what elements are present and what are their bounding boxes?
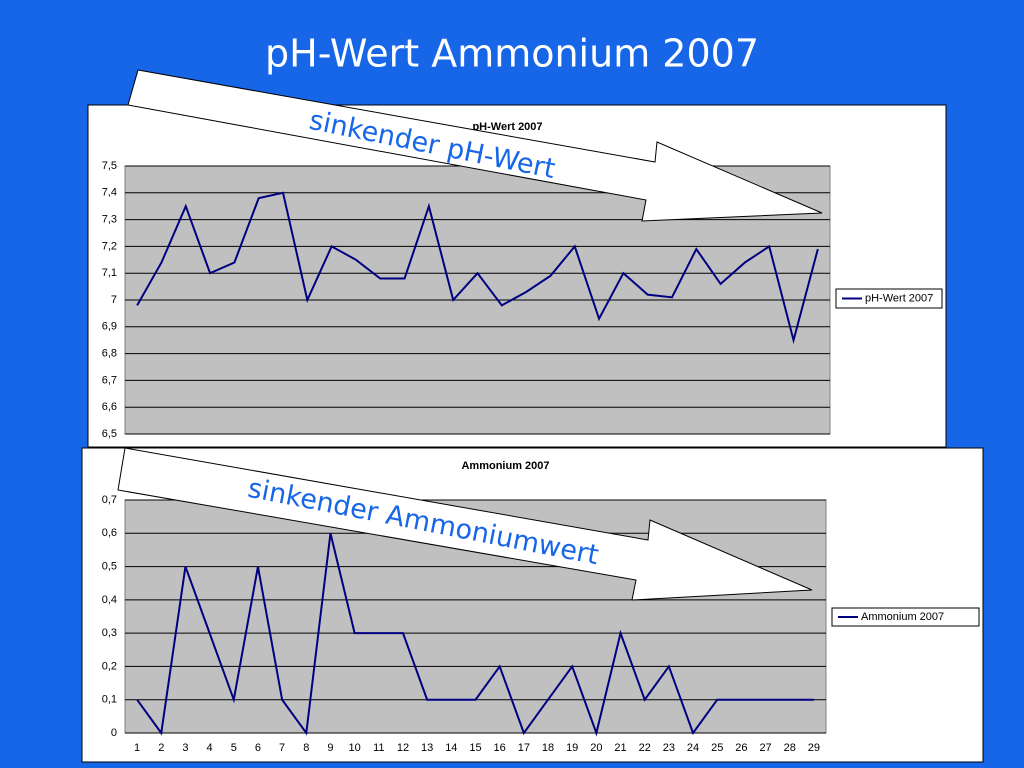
data-line bbox=[136, 533, 814, 737]
x-tick-label: 1 bbox=[134, 742, 140, 754]
y-tick-label: 0,5 bbox=[102, 560, 117, 572]
x-tick-label: 27 bbox=[759, 742, 771, 754]
y-tick-label: 0,6 bbox=[102, 527, 117, 539]
y-tick-label: 7 bbox=[111, 294, 117, 306]
data-line bbox=[136, 191, 819, 345]
x-tick-label: 8 bbox=[303, 742, 309, 754]
y-tick-label: 0,7 bbox=[102, 494, 117, 506]
x-tick-label: 16 bbox=[494, 742, 506, 754]
legend bbox=[835, 288, 943, 309]
y-tick-label: 6,9 bbox=[102, 321, 117, 333]
x-tick-label: 23 bbox=[663, 742, 675, 754]
x-tick-label: 26 bbox=[735, 742, 747, 754]
arrow-shape bbox=[127, 69, 823, 222]
x-tick-label: 5 bbox=[231, 742, 237, 754]
y-tick-label: 0,2 bbox=[102, 660, 117, 672]
x-tick-label: 3 bbox=[182, 742, 188, 754]
x-tick-label: 2 bbox=[158, 742, 164, 754]
x-tick-label: 24 bbox=[687, 742, 699, 754]
y-tick-label: 7,5 bbox=[102, 160, 117, 172]
x-tick-label: 6 bbox=[255, 742, 261, 754]
x-tick-label: 22 bbox=[639, 742, 651, 754]
y-tick-label: 0,4 bbox=[102, 594, 117, 606]
x-tick-label: 15 bbox=[469, 742, 481, 754]
legend-label: Ammonium 2007 bbox=[861, 611, 944, 623]
x-tick-label: 14 bbox=[445, 742, 457, 754]
x-tick-label: 21 bbox=[614, 742, 626, 754]
y-tick-label: 0 bbox=[111, 727, 117, 739]
legend bbox=[831, 607, 980, 627]
y-tick-label: 0,1 bbox=[102, 694, 117, 706]
y-tick-label: 7,2 bbox=[102, 240, 117, 252]
x-tick-label: 20 bbox=[590, 742, 602, 754]
chart-title: pH-Wert 2007 bbox=[472, 121, 542, 133]
y-tick-label: 0,3 bbox=[102, 627, 117, 639]
x-tick-label: 10 bbox=[349, 742, 361, 754]
y-tick-label: 6,8 bbox=[102, 348, 117, 360]
x-tick-label: 28 bbox=[784, 742, 796, 754]
x-tick-label: 29 bbox=[808, 742, 820, 754]
y-tick-label: 7,3 bbox=[102, 214, 117, 226]
x-tick-label: 9 bbox=[327, 742, 333, 754]
y-tick-label: 6,7 bbox=[102, 374, 117, 386]
x-tick-label: 12 bbox=[397, 742, 409, 754]
x-tick-label: 18 bbox=[542, 742, 554, 754]
x-tick-label: 11 bbox=[373, 742, 384, 754]
y-tick-label: 6,6 bbox=[102, 401, 117, 413]
x-tick-label: 7 bbox=[279, 742, 285, 754]
legend-label: pH-Wert 2007 bbox=[865, 292, 933, 304]
y-tick-label: 6,5 bbox=[102, 428, 117, 440]
y-tick-label: 7,4 bbox=[102, 187, 117, 199]
x-tick-label: 25 bbox=[711, 742, 723, 754]
slide-title: pH-Wert Ammonium 2007 bbox=[265, 32, 759, 76]
x-tick-label: 13 bbox=[421, 742, 433, 754]
y-tick-label: 7,1 bbox=[102, 267, 117, 279]
x-tick-label: 17 bbox=[518, 742, 530, 754]
x-tick-label: 19 bbox=[566, 742, 578, 754]
chart-title: Ammonium 2007 bbox=[461, 460, 549, 472]
x-tick-label: 4 bbox=[207, 742, 213, 754]
arrow-shape bbox=[117, 447, 813, 601]
